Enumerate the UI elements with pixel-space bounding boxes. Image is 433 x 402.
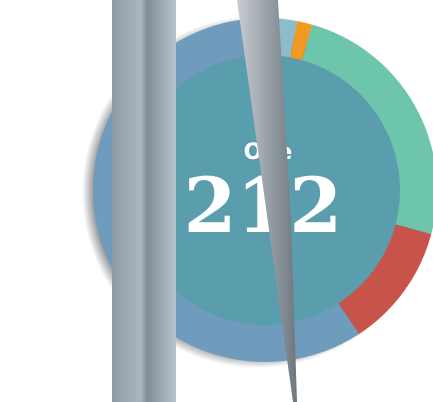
page: {"chart_data": {"type": "donut", "label"… [0, 0, 433, 402]
turbine-tower [112, 0, 176, 402]
infographic: Olie 212 [0, 0, 433, 402]
